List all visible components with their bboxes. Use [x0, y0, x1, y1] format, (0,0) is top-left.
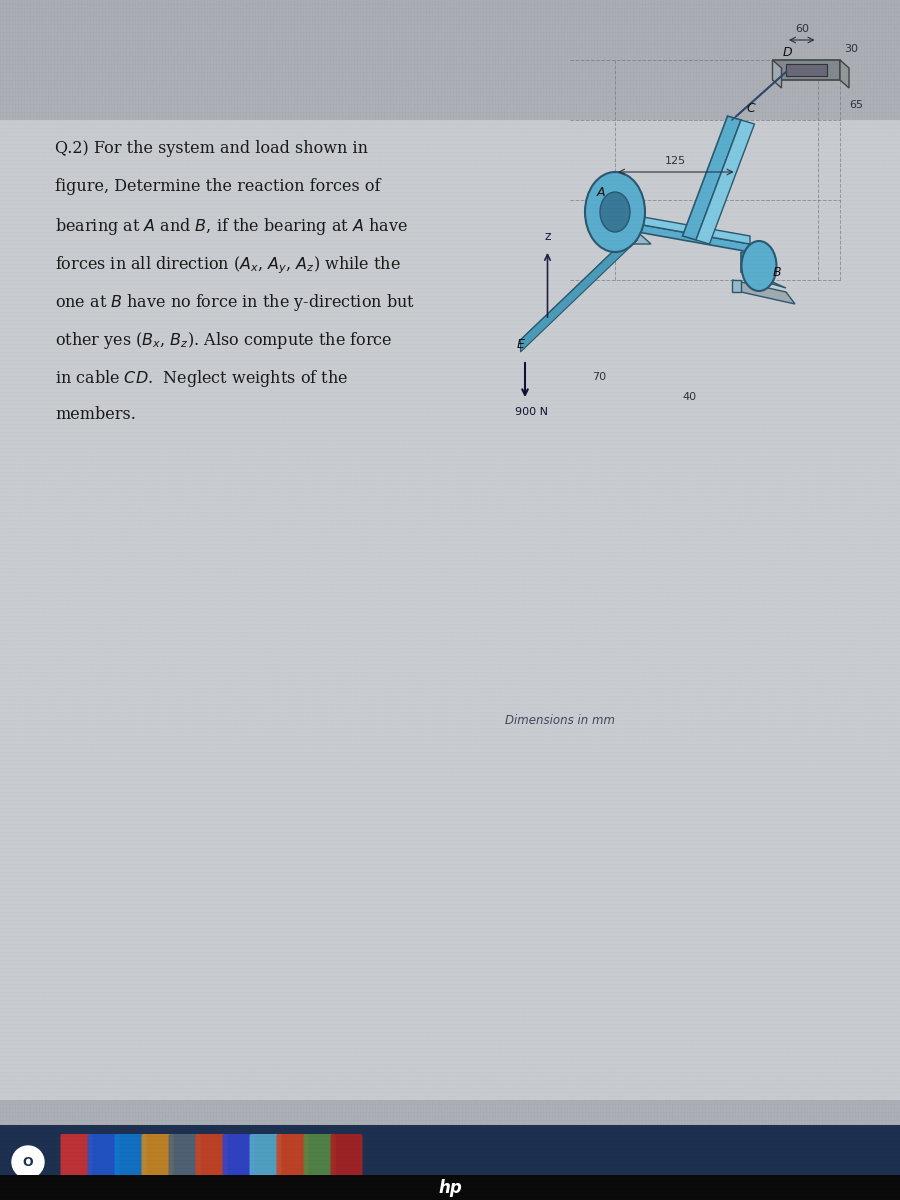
Text: forces in all direction ($A_x$, $A_y$, $A_z$) while the: forces in all direction ($A_x$, $A_y$, $…	[55, 254, 400, 276]
Text: Q.2) For the system and load shown in: Q.2) For the system and load shown in	[55, 140, 368, 157]
Circle shape	[12, 1146, 44, 1178]
Polygon shape	[682, 116, 741, 240]
FancyBboxPatch shape	[222, 1134, 255, 1190]
Text: $D$: $D$	[781, 46, 793, 59]
Text: Dimensions in mm: Dimensions in mm	[505, 714, 615, 726]
Text: one at $\mathit{B}$ have no force in the y-direction but: one at $\mathit{B}$ have no force in the…	[55, 292, 415, 313]
Text: 30: 30	[844, 44, 859, 54]
FancyBboxPatch shape	[0, 1175, 900, 1200]
Polygon shape	[741, 252, 768, 280]
FancyBboxPatch shape	[0, 1126, 900, 1200]
FancyBboxPatch shape	[330, 1134, 363, 1190]
Polygon shape	[592, 232, 651, 244]
Polygon shape	[840, 60, 849, 88]
Text: figure, Determine the reaction forces of: figure, Determine the reaction forces of	[55, 178, 381, 194]
Text: 40: 40	[682, 392, 697, 402]
Polygon shape	[772, 60, 781, 88]
FancyBboxPatch shape	[249, 1134, 282, 1190]
Polygon shape	[615, 220, 750, 252]
Text: $C$: $C$	[745, 102, 756, 115]
Text: 65: 65	[849, 100, 863, 110]
Text: $B$: $B$	[772, 266, 782, 278]
FancyBboxPatch shape	[114, 1134, 147, 1190]
FancyBboxPatch shape	[0, 120, 900, 1100]
FancyBboxPatch shape	[303, 1134, 336, 1190]
Ellipse shape	[600, 192, 630, 232]
Polygon shape	[741, 272, 786, 288]
Ellipse shape	[585, 172, 645, 252]
Polygon shape	[520, 220, 651, 340]
Text: 125: 125	[665, 156, 687, 166]
Text: 900 N: 900 N	[515, 407, 548, 416]
Text: other yes ($B_x$, $B_z$). Also compute the force: other yes ($B_x$, $B_z$). Also compute t…	[55, 330, 392, 350]
Text: $E$: $E$	[516, 338, 526, 350]
FancyBboxPatch shape	[141, 1134, 174, 1190]
FancyBboxPatch shape	[168, 1134, 201, 1190]
Polygon shape	[786, 64, 826, 76]
FancyBboxPatch shape	[195, 1134, 228, 1190]
Text: in cable $\mathit{CD}$.  Neglect weights of the: in cable $\mathit{CD}$. Neglect weights …	[55, 368, 348, 389]
Polygon shape	[732, 280, 795, 304]
FancyBboxPatch shape	[60, 1134, 93, 1190]
Polygon shape	[772, 60, 840, 80]
Text: O: O	[22, 1156, 33, 1169]
Polygon shape	[732, 280, 741, 292]
Polygon shape	[592, 220, 637, 232]
Polygon shape	[520, 228, 637, 352]
Polygon shape	[615, 212, 750, 244]
Text: hp: hp	[438, 1178, 462, 1198]
Text: bearing at $\mathit{A}$ and $\mathit{B}$, if the bearing at $\mathit{A}$ have: bearing at $\mathit{A}$ and $\mathit{B}$…	[55, 216, 408, 236]
FancyBboxPatch shape	[87, 1134, 120, 1190]
Text: z: z	[544, 230, 551, 242]
Text: $A$: $A$	[597, 186, 607, 199]
Text: 70: 70	[592, 372, 607, 382]
Text: 60: 60	[795, 24, 809, 34]
Polygon shape	[696, 120, 754, 244]
Text: members.: members.	[55, 406, 136, 422]
Ellipse shape	[742, 241, 777, 290]
FancyBboxPatch shape	[276, 1134, 309, 1190]
